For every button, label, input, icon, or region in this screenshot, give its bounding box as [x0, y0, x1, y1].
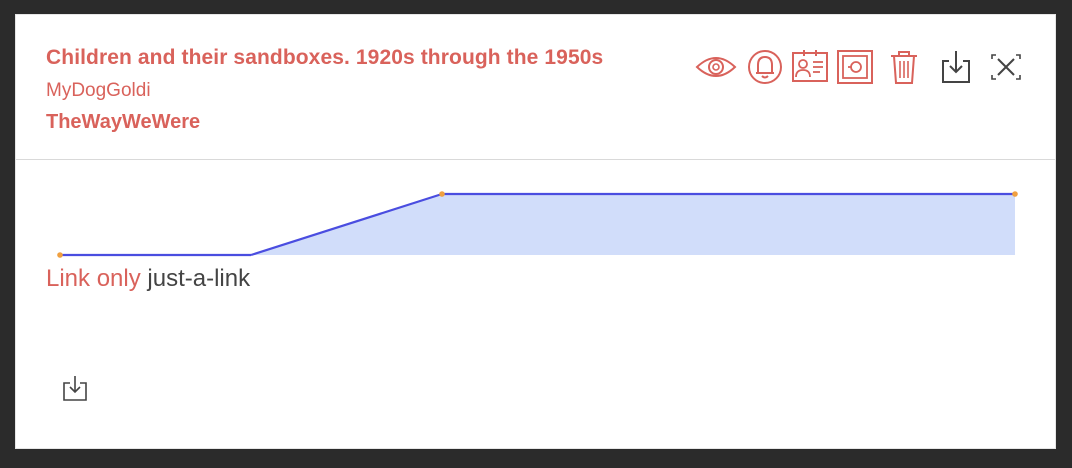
owner-name[interactable]: MyDogGoldi [46, 80, 151, 101]
download-icon[interactable] [60, 373, 90, 403]
eye-icon[interactable] [694, 47, 737, 87]
close-icon[interactable] [986, 47, 1026, 87]
link-type-label: Link only [46, 265, 141, 292]
item-card: Children and their sandboxes. 1920s thro… [15, 14, 1056, 449]
activity-chart [57, 191, 1018, 258]
card-header: Children and their sandboxes. 1920s thro… [16, 15, 1055, 160]
chart-area [60, 194, 1015, 255]
chart-point [1012, 191, 1018, 197]
safe-icon[interactable] [835, 47, 875, 87]
trash-icon[interactable] [884, 47, 924, 87]
bell-icon[interactable] [745, 47, 785, 87]
link-name[interactable]: just-a-link [147, 265, 251, 292]
chart-point [439, 191, 445, 197]
link-info: Link only just-a-link [46, 265, 250, 293]
id-card-icon[interactable] [790, 47, 830, 87]
download-icon[interactable] [936, 47, 976, 87]
collection-name[interactable]: TheWayWeWere [46, 111, 201, 133]
item-title[interactable]: Children and their sandboxes. 1920s thro… [46, 46, 604, 69]
chart-line-segment [250, 192, 443, 257]
chart-point [57, 252, 63, 258]
